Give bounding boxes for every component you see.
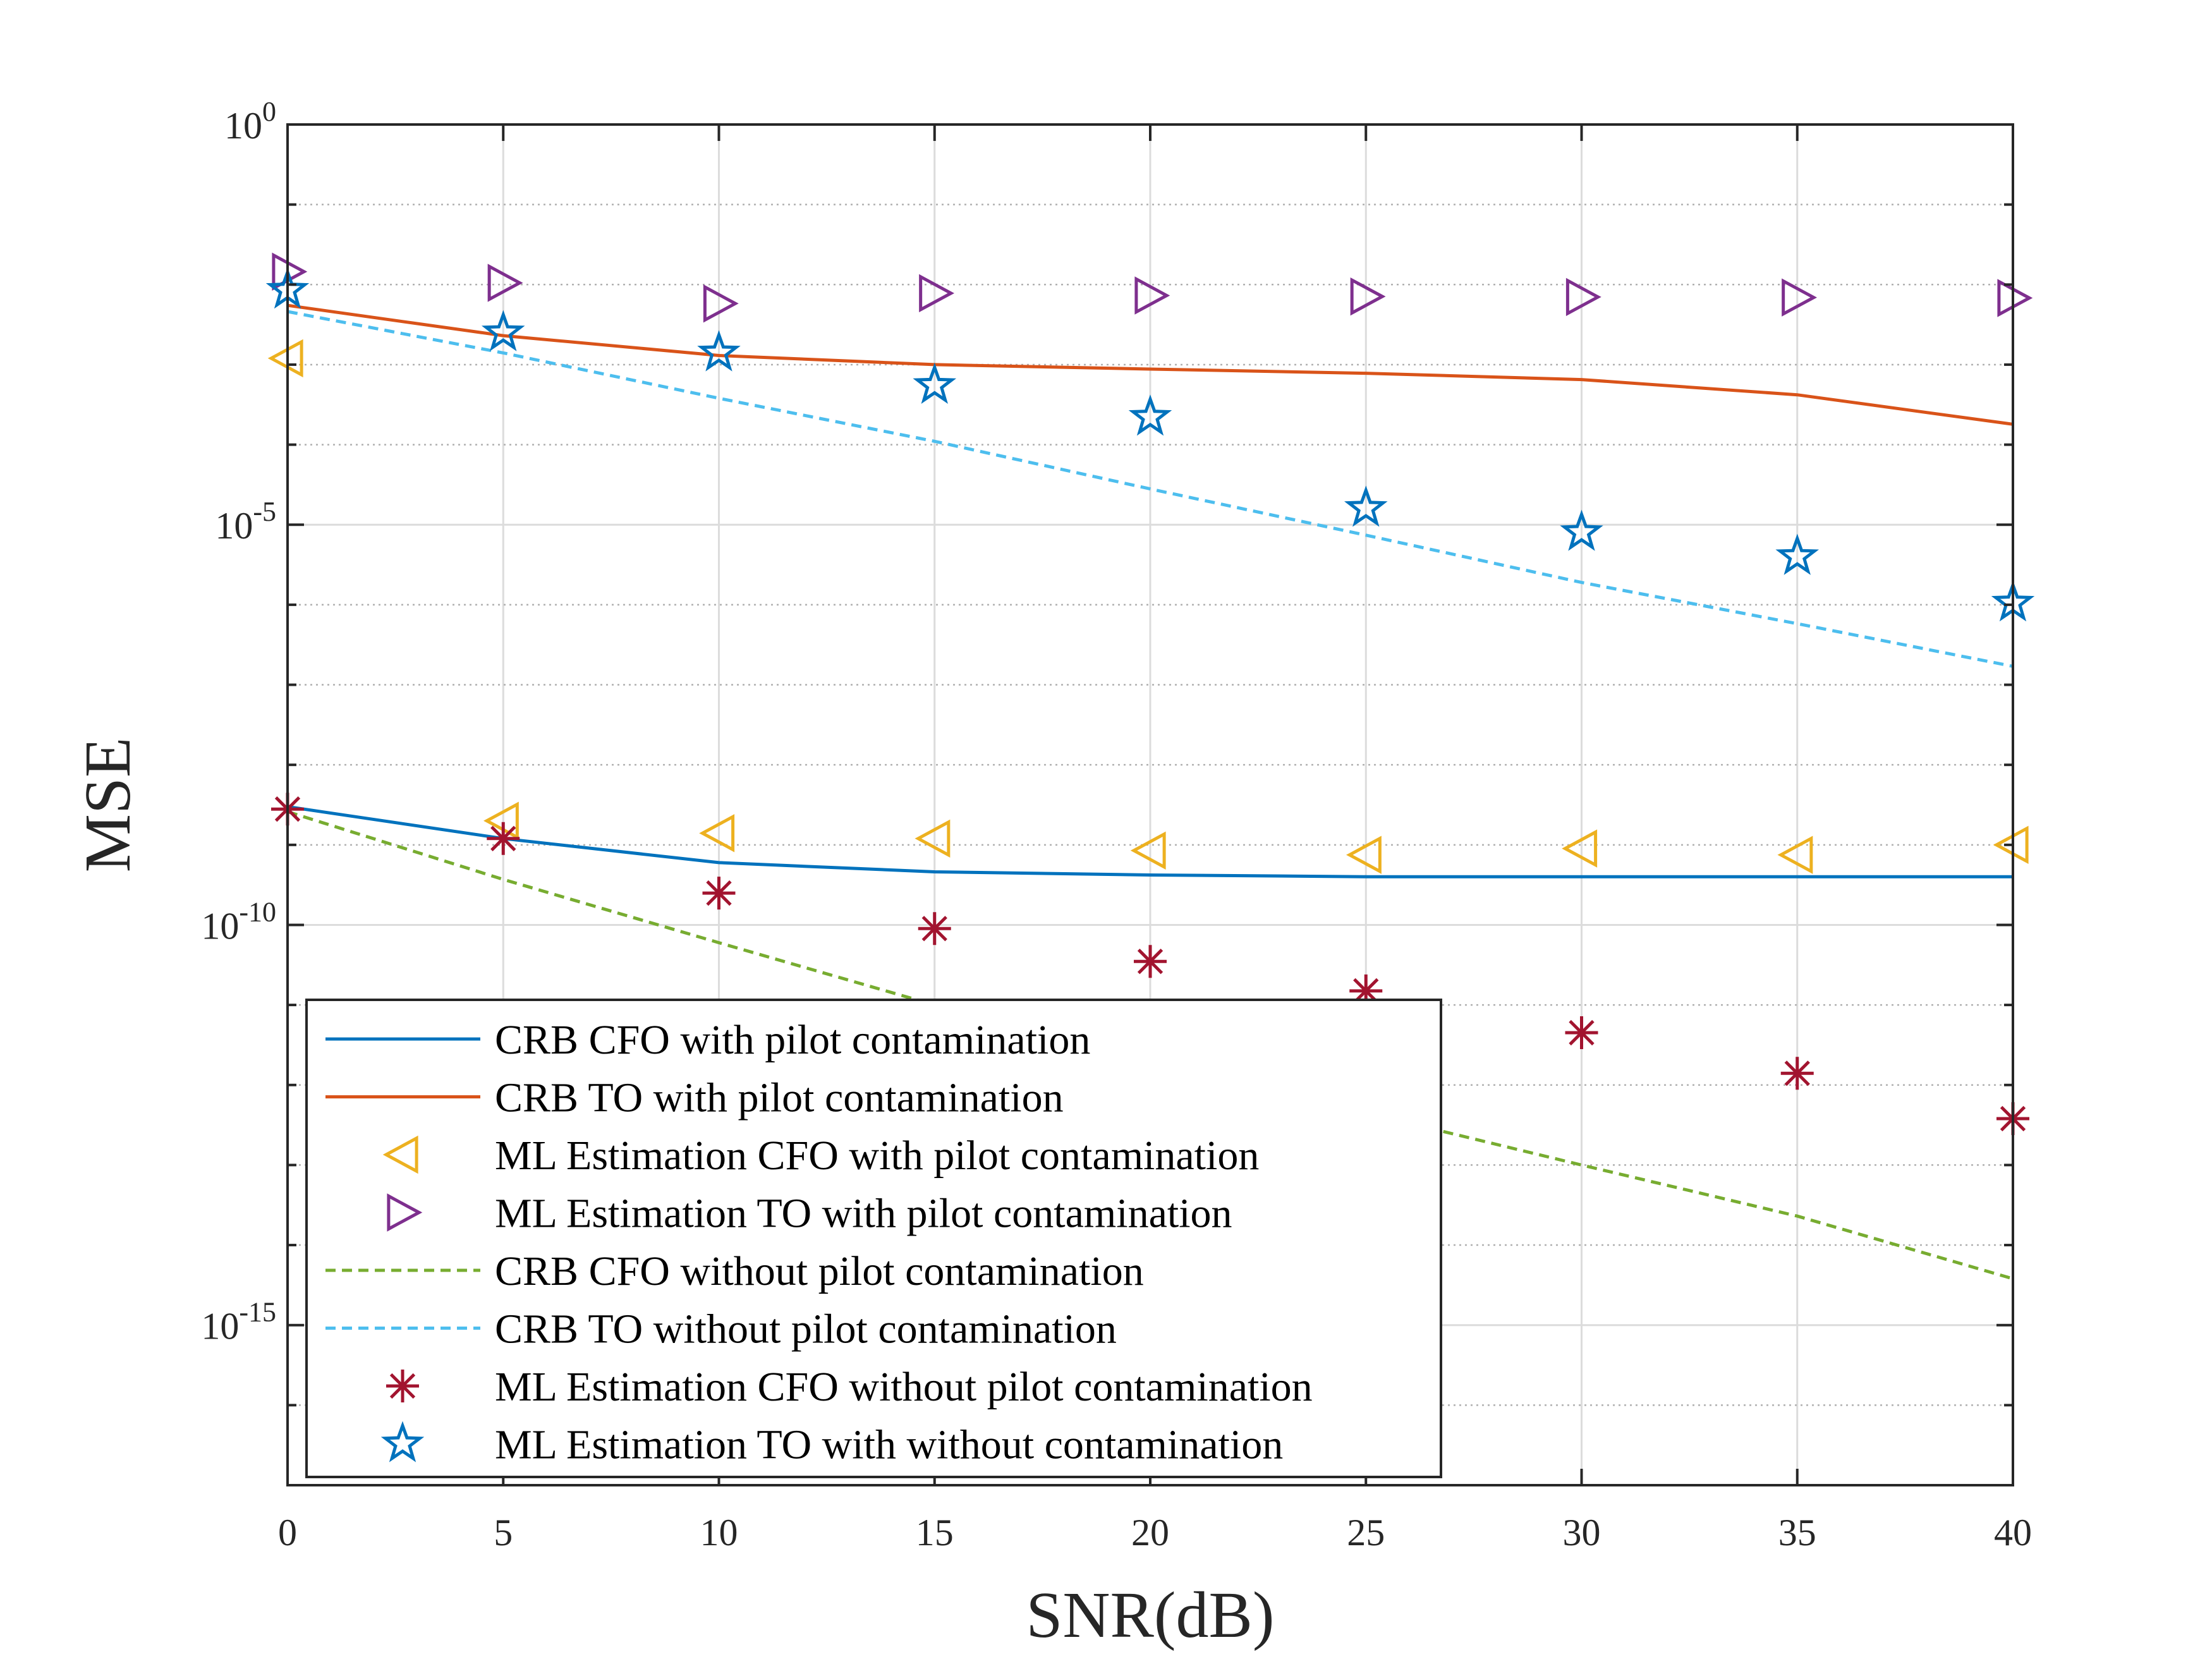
axis-ticks (286, 123, 2014, 1486)
data-point (913, 362, 957, 404)
legend-item: ML Estimation CFO with pilot contaminati… (382, 1133, 1259, 1179)
legend-box (305, 999, 1442, 1478)
legend-label: CRB TO without pilot contamination (495, 1306, 1117, 1352)
legend-item: ML Estimation CFO without pilot contamin… (386, 1364, 1313, 1410)
data-point (1780, 1057, 1814, 1090)
legend-label: CRB CFO with pilot contamination (495, 1017, 1090, 1063)
x-tick-label: 35 (1778, 1512, 1816, 1553)
x-tick-label: 20 (1131, 1512, 1169, 1553)
data-point (1134, 945, 1167, 978)
legend-swatch-marker (386, 1370, 419, 1402)
data-point (1350, 277, 1386, 316)
data-point (919, 274, 955, 313)
legend-label: ML Estimation CFO without pilot contamin… (495, 1364, 1313, 1410)
legend-label: ML Estimation TO with without contaminat… (495, 1422, 1283, 1468)
asterisk-stroke (389, 1373, 416, 1399)
legend-swatch-marker (380, 1421, 425, 1462)
data-point (1775, 533, 1820, 575)
data-point (1777, 836, 1813, 874)
asterisk-stroke (706, 880, 732, 906)
data-point (1346, 836, 1382, 874)
data-point (1128, 394, 1172, 436)
asterisk-stroke (490, 825, 516, 851)
x-tick-label: 40 (1994, 1512, 2032, 1553)
asterisk-stroke (1784, 1060, 1810, 1086)
legend-item: CRB CFO with pilot contamination (325, 1017, 1090, 1063)
legend-item: CRB TO with pilot contamination (325, 1075, 1064, 1121)
data-point (1562, 829, 1598, 868)
series-line (287, 805, 2013, 878)
data-point (699, 814, 735, 853)
series-4 (287, 810, 2014, 1280)
x-tick-label: 0 (278, 1512, 297, 1553)
asterisk-stroke (1137, 949, 1164, 975)
x-tick-label: 5 (494, 1512, 513, 1553)
tick-labels: 0 5 10 15 20 25 30 35 40 10-15 10-10 10-5 100 (201, 96, 2032, 1553)
data-point (918, 912, 951, 945)
legend-label: CRB CFO without pilot contamination (495, 1248, 1144, 1294)
y-tick-label: 10-10 (201, 896, 276, 947)
y-tick-label: 10-5 (215, 496, 276, 547)
series-0 (287, 805, 2013, 878)
legend-item: CRB TO without pilot contamination (325, 1306, 1117, 1352)
x-axis-title: SNR(dB) (1026, 1579, 1275, 1651)
data-point (1134, 276, 1170, 315)
data-point (915, 819, 951, 858)
x-tick-label: 10 (700, 1512, 738, 1553)
legend-item: CRB CFO without pilot contamination (325, 1248, 1144, 1294)
legend-label: ML Estimation CFO with pilot contaminati… (495, 1133, 1259, 1179)
data-point (487, 264, 523, 302)
legend-swatch-marker (387, 1193, 423, 1232)
data-point (1560, 509, 1603, 551)
data-point (1782, 278, 1818, 317)
data-point (697, 330, 741, 372)
legend-item: ML Estimation TO with without contaminat… (380, 1421, 1283, 1468)
data-point (487, 822, 520, 855)
x-tick-label: 25 (1347, 1512, 1385, 1553)
data-point (1130, 831, 1166, 870)
data-point (481, 310, 525, 351)
legend: CRB CFO with pilot contamination CRB TO w… (305, 999, 1442, 1478)
series-line (287, 810, 2014, 1280)
series-line (287, 310, 2014, 668)
data-point (702, 877, 736, 910)
legend-swatch-marker (382, 1135, 418, 1174)
x-tick-label: 15 (916, 1512, 954, 1553)
data-point (1344, 485, 1388, 527)
data-point (703, 284, 739, 323)
series-5 (287, 310, 2014, 668)
asterisk-stroke (1569, 1019, 1595, 1046)
legend-label: ML Estimation TO with pilot contaminatio… (495, 1191, 1232, 1237)
data-point (1565, 1016, 1598, 1050)
legend-label: CRB TO with pilot contamination (495, 1075, 1064, 1121)
series-1 (287, 303, 2014, 426)
y-tick-label: 100 (224, 96, 276, 147)
asterisk-stroke (921, 916, 947, 942)
series-line (287, 303, 2014, 426)
legend-item: ML Estimation TO with pilot contaminatio… (387, 1191, 1232, 1237)
x-tick-label: 30 (1563, 1512, 1601, 1553)
data-point (1565, 277, 1601, 317)
y-tick-label: 10-15 (201, 1297, 276, 1347)
y-axis-title: MSE (71, 738, 144, 873)
